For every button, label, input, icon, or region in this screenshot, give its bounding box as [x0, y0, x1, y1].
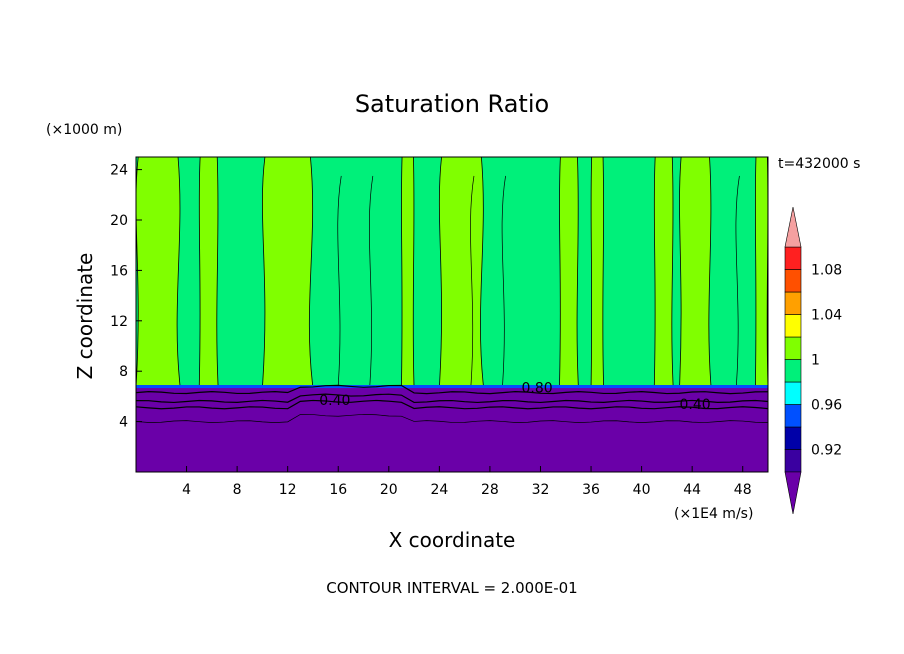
subsaturated-layer: [136, 385, 768, 472]
contour-line: [135, 399, 769, 410]
contour-line: [501, 175, 506, 386]
colorbar-segment: [784, 359, 802, 383]
colorbar-segment: [784, 336, 802, 360]
y-axis-label: Z coordinate: [73, 253, 97, 380]
colorbar-tick-label: 1.04: [811, 308, 842, 324]
colorbar-segment: [784, 381, 802, 405]
contour-interval-footer: CONTOUR INTERVAL = 2.000E-01: [326, 579, 577, 597]
supersaturation-column: [198, 156, 219, 388]
colorbar-tick-label: 0.96: [811, 398, 842, 414]
colorbar-segment: [784, 449, 802, 473]
y-tick-label: 20: [110, 213, 128, 229]
contour-label: 0.80: [522, 381, 553, 397]
time-label: t=432000 s: [778, 156, 860, 172]
y-ticks: 4 8 12 16 20 24: [110, 163, 142, 431]
supersaturation-column: [559, 156, 579, 388]
x-tick-label: 12: [279, 482, 297, 498]
contour-line: [337, 175, 342, 386]
supersaturation-column: [135, 156, 181, 388]
y-tick-label: 8: [119, 364, 128, 380]
x-tick-label: 20: [380, 482, 398, 498]
contour-label: 0.40: [319, 393, 350, 409]
colorbar: 0.92 0.96 1 1.04 1.08: [784, 206, 842, 515]
chart-title: Saturation Ratio: [355, 90, 549, 118]
contour-label: 0.40: [680, 397, 711, 413]
x-tick-label: 4: [182, 482, 191, 498]
contour-line: [135, 384, 769, 395]
y-tick-label: 12: [110, 314, 128, 330]
colorbar-segment: [784, 291, 802, 315]
colorbar-segment: [784, 246, 802, 270]
x-tick-label: 36: [582, 482, 600, 498]
x-tick-label: 28: [481, 482, 499, 498]
supersaturation-column: [679, 156, 712, 388]
supersaturation-column: [754, 156, 769, 388]
colorbar-segment: [784, 314, 802, 338]
x-tick-label: 48: [734, 482, 752, 498]
supersaturation-column: [261, 156, 314, 388]
colorbar-tick-label: 1.08: [811, 263, 842, 279]
y-tick-label: 24: [110, 163, 128, 179]
colorbar-segment: [784, 269, 802, 293]
supersaturation-column: [590, 156, 605, 388]
supersaturation-column: [401, 156, 415, 388]
contour-line: [369, 175, 374, 386]
x-tick-label: 16: [329, 482, 347, 498]
colorbar-over-arrow: [784, 206, 802, 248]
x-tick-label: 40: [633, 482, 651, 498]
y-tick-label: 16: [110, 263, 128, 279]
x-ticks: 4 8 12 16 20 24 28 32 36 40 44 48: [182, 466, 752, 498]
colorbar-segment: [784, 426, 802, 450]
plot-area: 0.40 0.80 0.40: [135, 156, 769, 473]
y-units-label: (×1000 m): [46, 122, 122, 138]
x-units-label: (×1E4 m/s): [674, 506, 753, 522]
colorbar-segment: [784, 404, 802, 428]
contour-line: [735, 175, 740, 386]
x-tick-label: 44: [683, 482, 701, 498]
boundary-band: [136, 385, 768, 389]
supersaturation-column: [438, 156, 485, 388]
x-tick-label: 24: [430, 482, 448, 498]
y-tick-label: 4: [119, 415, 128, 431]
colorbar-under-arrow: [784, 471, 802, 515]
contour-line: [135, 413, 769, 423]
x-tick-label: 32: [532, 482, 550, 498]
x-axis-label: X coordinate: [389, 528, 516, 552]
plot-frame: [135, 156, 769, 473]
contour-line: [135, 393, 769, 404]
supersaturation-column: [653, 156, 674, 388]
colorbar-tick-label: 1: [811, 353, 820, 369]
colorbar-tick-label: 0.92: [811, 443, 842, 459]
x-tick-label: 8: [233, 482, 242, 498]
contour-line: [470, 175, 475, 386]
